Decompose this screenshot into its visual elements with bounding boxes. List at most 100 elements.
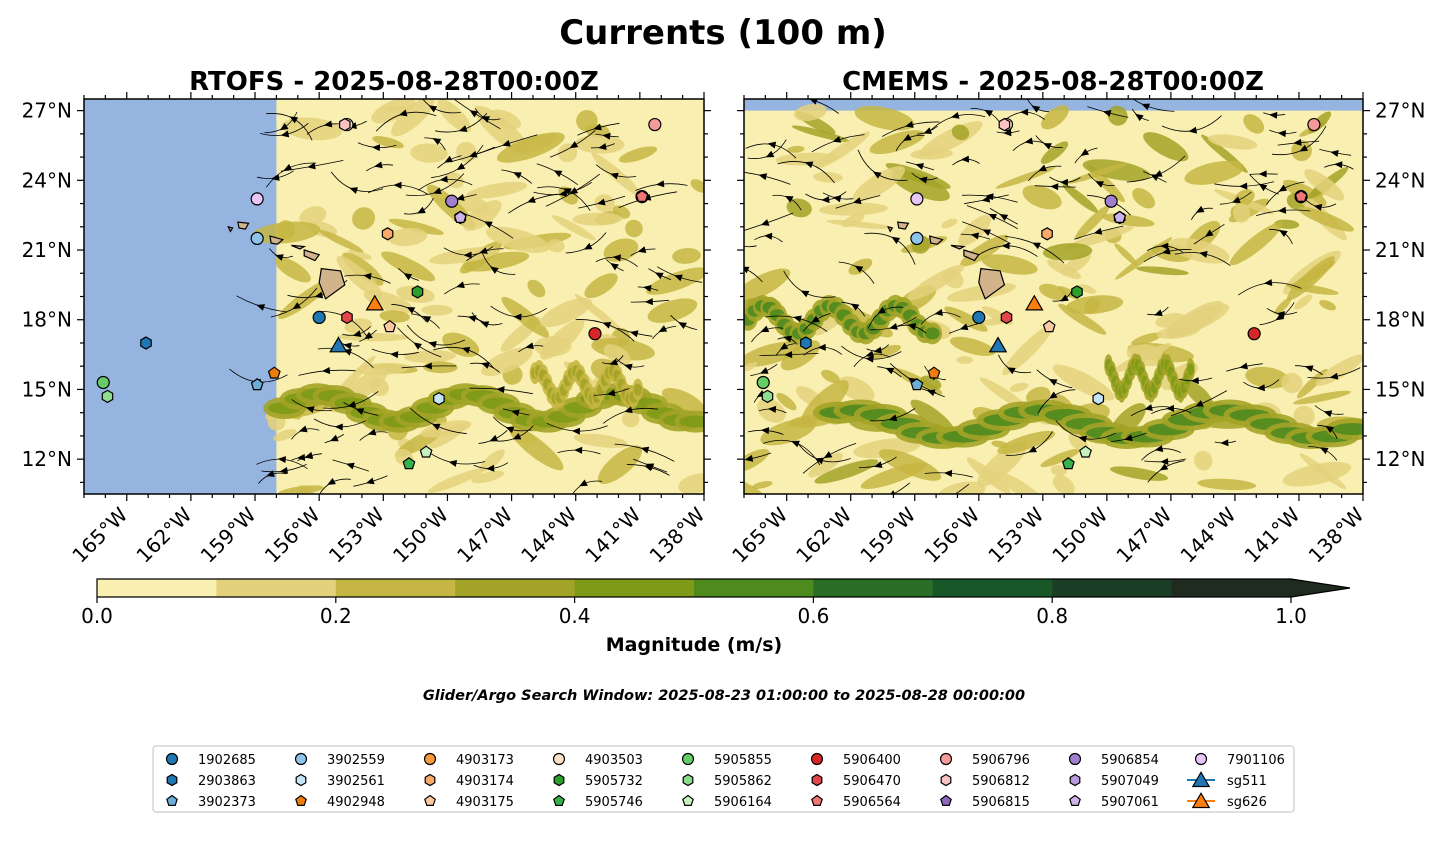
magnitude-blob (1166, 301, 1224, 339)
streamline-arrow (943, 469, 953, 477)
magnitude-blob (1022, 185, 1062, 210)
streamline-arrow (1102, 109, 1112, 117)
streamline-arrow (417, 206, 426, 214)
legend-marker-4903175 (424, 794, 436, 807)
magnitude-blob (1002, 324, 1053, 376)
streamline-arrow (744, 454, 754, 462)
streamline-arrow (907, 323, 917, 330)
panel-title-rtofs: RTOFS - 2025-08-28T00:00Z (189, 67, 599, 97)
streamline-arrow (1050, 183, 1059, 191)
magnitude-blob (1282, 461, 1352, 487)
streamline-arrow (1020, 108, 1029, 116)
legend-label-5905862: 5905862 (714, 774, 772, 789)
float-5905732 (411, 285, 424, 299)
island (291, 244, 307, 250)
magnitude-blob (420, 420, 472, 438)
magnitude-blob (1243, 114, 1265, 134)
float-5907061 (453, 210, 467, 223)
magnitude-blob (603, 238, 639, 262)
streamline-arrow (624, 406, 633, 414)
streamline-arrow (903, 133, 912, 141)
magnitude-blob (603, 344, 631, 366)
magnitude-blob (299, 206, 327, 227)
streamline-arrow (982, 229, 992, 236)
legend-marker-4902948 (295, 794, 307, 807)
magnitude-blob (678, 473, 704, 494)
streamline-arrow (505, 426, 515, 434)
streamline-arrow (942, 494, 952, 504)
streamline (744, 245, 757, 248)
streamline-arrow (610, 263, 619, 271)
streamline (954, 483, 970, 494)
magnitude-blob (1115, 237, 1173, 280)
magnitude-blob (463, 200, 502, 231)
streamline-arrow (654, 272, 664, 280)
streamline-arrow (480, 321, 490, 328)
streamline-arrow (458, 125, 468, 132)
float-3902561 (433, 392, 445, 406)
legend-label-5906564: 5906564 (843, 795, 901, 810)
magnitude-blob (786, 198, 812, 218)
streamline-arrow (865, 355, 874, 363)
streamline-arrow (784, 351, 793, 359)
streamline-arrow (1269, 111, 1278, 119)
legend-marker-sg626 (1191, 792, 1211, 809)
streamline-arrow (926, 389, 936, 397)
streamline-arrow (832, 195, 842, 203)
float-5906854 (445, 194, 459, 208)
legend-label-3902559: 3902559 (327, 753, 385, 768)
legend-label-5907061: 5907061 (1101, 795, 1159, 810)
streamline-arrow (791, 440, 800, 448)
legend-marker-4903174 (424, 773, 436, 787)
float-5906812 (339, 117, 351, 132)
x-tick-label: 147°W (452, 502, 517, 567)
streamline-arrow (760, 219, 770, 226)
magnitude-blob (958, 215, 991, 247)
y-tick-label: 15°N (1375, 377, 1425, 401)
streamline-arrow (275, 254, 284, 261)
streamline-arrow (355, 408, 365, 415)
legend-marker-5906164 (682, 794, 694, 807)
magnitude-blob (852, 166, 905, 202)
streamline-arrow (1279, 229, 1288, 238)
streamline-arrow (393, 181, 402, 189)
streamline-arrow (1276, 311, 1285, 318)
streamline-arrow (609, 358, 619, 366)
island (963, 249, 980, 262)
streamline-arrow (525, 342, 534, 350)
streamline-arrow (999, 213, 1009, 221)
colorbar-tick-label: 1.0 (1275, 604, 1307, 628)
magnitude-blob (508, 425, 564, 471)
x-tick-label: 144°W (1175, 502, 1240, 567)
streamline-arrow (463, 251, 472, 259)
streamline-arrow (432, 138, 442, 146)
magnitude-blob (1207, 134, 1258, 150)
magnitude-blob (793, 103, 827, 121)
magnitude-blob (471, 470, 505, 484)
magnitude-blob (1274, 297, 1292, 315)
float-5906470 (1000, 310, 1013, 325)
float-2903863 (800, 336, 812, 350)
magnitude-blob (278, 278, 334, 319)
magnitude-blob (997, 471, 1049, 494)
float-markers (96, 117, 662, 470)
float-sg511 (988, 336, 1008, 353)
streamline-arrow (1150, 174, 1160, 181)
legend-label-5906164: 5906164 (714, 795, 772, 810)
y-tick-label: 12°N (22, 447, 72, 471)
legend-marker-3902373 (166, 794, 178, 807)
legend-marker-5906564 (811, 794, 823, 807)
float-4903175 (1042, 319, 1056, 333)
streamline-arrow (1325, 425, 1335, 434)
streamline-arrow (256, 304, 266, 311)
streamline-arrow (1275, 313, 1285, 321)
legend-label-4903503: 4903503 (585, 753, 643, 768)
streamline-arrow (821, 196, 830, 204)
streamline-arrow (448, 459, 458, 467)
magnitude-blob (1290, 260, 1336, 290)
magnitude-blob (786, 145, 805, 153)
streamline-arrow (640, 446, 650, 454)
streamline-arrow (406, 306, 416, 314)
streamline-arrow (850, 303, 860, 311)
streamline-arrow (364, 331, 373, 340)
